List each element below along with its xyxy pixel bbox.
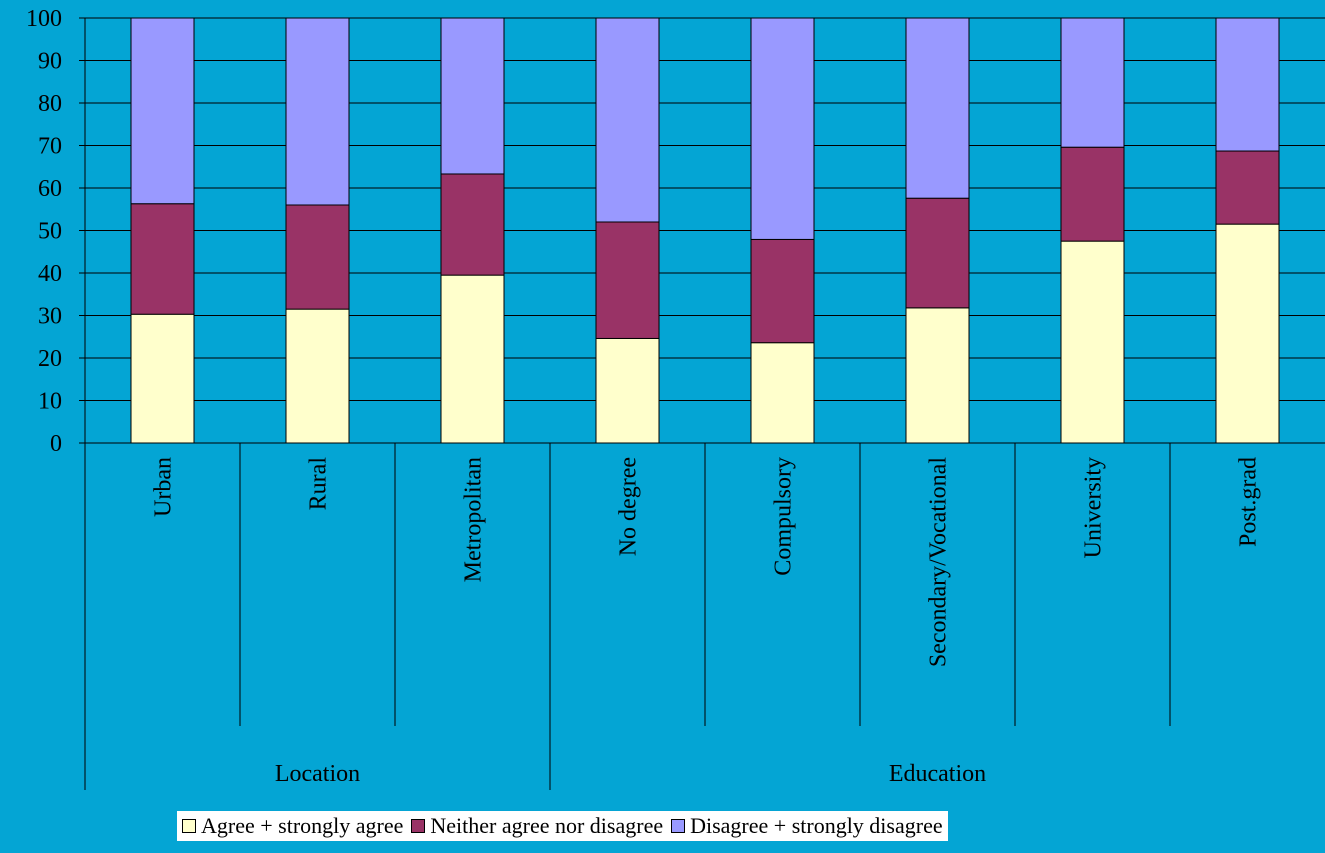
bar-no-degree-series-0 (595, 337, 660, 444)
x-tick-label-rural: Rural (306, 457, 332, 511)
bar-rural-series-1 (285, 204, 350, 310)
legend-swatch-neither (411, 819, 426, 833)
y-tick-label-60: 60 (38, 176, 62, 202)
bar-university-series-0 (1060, 240, 1125, 444)
bar-metropolitan-series-1 (440, 173, 505, 276)
x-tick-label-secondary-vocational: Secondary/Vocational (926, 457, 952, 667)
y-tick-label-70: 70 (38, 134, 62, 160)
legend-label-agree: Agree + strongly agree (201, 813, 404, 838)
bar-post-grad-series-0 (1215, 223, 1280, 444)
group-label-education: Education (889, 761, 986, 787)
bar-post-grad-series-2 (1215, 17, 1280, 152)
x-tick-label-university: University (1081, 457, 1107, 558)
bar-compulsory-series-1 (750, 238, 815, 344)
bar-secondary-vocational-series-0 (905, 307, 970, 444)
bar-urban-series-1 (130, 203, 195, 315)
y-tick-label-100: 100 (26, 6, 62, 32)
bar-no-degree-series-2 (595, 17, 660, 223)
bar-post-grad-series-1 (1215, 150, 1280, 225)
y-tick-label-20: 20 (38, 346, 62, 372)
group-label-location: Location (275, 761, 360, 787)
y-tick-label-90: 90 (38, 49, 62, 75)
x-tick-label-post-grad: Post.grad (1236, 457, 1262, 547)
legend-swatch-agree (182, 819, 196, 833)
bar-rural-series-2 (285, 17, 350, 206)
legend-swatch-disagree (671, 819, 686, 833)
x-tick-label-compulsory: Compulsory (771, 457, 797, 576)
bar-urban-series-0 (130, 313, 195, 444)
y-tick-label-30: 30 (38, 304, 62, 330)
bar-compulsory-series-2 (750, 17, 815, 240)
legend-label-neither: Neither agree nor disagree (430, 813, 664, 838)
y-tick-label-80: 80 (38, 91, 62, 117)
x-tick-label-no-degree: No degree (616, 457, 642, 556)
legend-item-neither: Neither agree nor disagree (411, 813, 663, 839)
x-tick-label-urban: Urban (151, 457, 177, 517)
legend-label-disagree: Disagree + strongly disagree (690, 813, 943, 838)
bar-university-series-2 (1060, 17, 1125, 148)
y-tick-label-40: 40 (38, 261, 62, 287)
bar-secondary-vocational-series-2 (905, 17, 970, 199)
legend: Agree + strongly agree Neither agree nor… (177, 811, 948, 841)
bar-metropolitan-series-0 (440, 274, 505, 444)
legend-item-agree: Agree + strongly agree (182, 813, 403, 839)
y-tick-label-50: 50 (38, 219, 62, 245)
y-tick-label-10: 10 (38, 389, 62, 415)
bar-secondary-vocational-series-1 (905, 197, 970, 309)
bar-rural-series-0 (285, 308, 350, 444)
bar-urban-series-2 (130, 17, 195, 205)
bar-no-degree-series-1 (595, 221, 660, 339)
bar-compulsory-series-0 (750, 342, 815, 444)
bar-metropolitan-series-2 (440, 17, 505, 175)
x-tick-label-metropolitan: Metropolitan (461, 457, 487, 582)
y-tick-label-0: 0 (50, 431, 62, 457)
bar-university-series-1 (1060, 146, 1125, 242)
legend-item-disagree: Disagree + strongly disagree (671, 813, 943, 839)
